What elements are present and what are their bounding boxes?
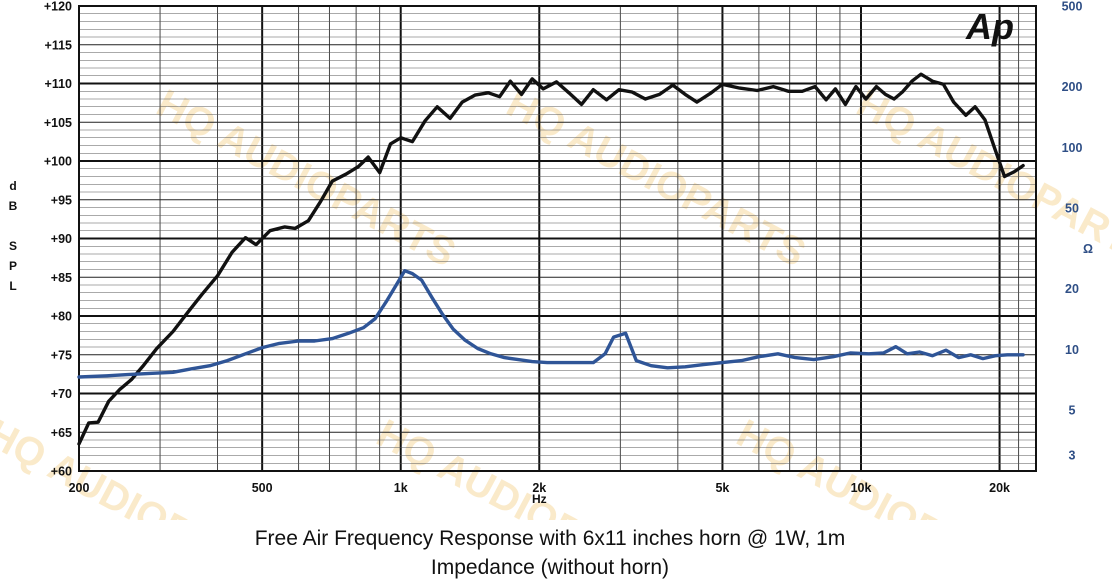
x-axis-label: Hz xyxy=(532,492,547,506)
x-tick-label: 5k xyxy=(715,481,729,495)
watermark-text: HQ AUDIOPARTS xyxy=(0,411,293,520)
watermark-text: HQ AUDIOPARTS xyxy=(370,411,683,520)
left-axis-tick-labels: +120 +115 +110 +105 +100 +95 +90 +85 +80 +75 +70 +6… xyxy=(44,0,72,479)
spl-curve xyxy=(77,72,1025,446)
y-left-tick-label: +85 xyxy=(51,271,72,285)
watermark-text: HQ AUDIOPARTS xyxy=(850,81,1112,275)
x-tick-label: 500 xyxy=(252,481,273,495)
y-left-tick-label: +115 xyxy=(45,38,73,52)
y-right-tick-label: 50 xyxy=(1065,202,1079,216)
y-left-axis-label-letter: L xyxy=(9,279,16,293)
y-right-tick-label: 500 xyxy=(1062,0,1083,14)
y-left-axis-label-letter: S xyxy=(9,239,17,253)
watermark-text: HQ AUDIOPARTS xyxy=(730,411,1043,520)
x-tick-label: 1k xyxy=(394,481,408,495)
watermark-text: HQ AUDIOPARTS xyxy=(150,81,463,275)
y-left-tick-label: +70 xyxy=(51,387,72,401)
y-left-tick-label: +105 xyxy=(44,116,72,130)
frequency-response-chart: HQ AUDIOPARTS HQ AUDIOPARTS HQ AUDIOPARTSH… xyxy=(0,0,1112,520)
y-left-tick-label: +100 xyxy=(44,155,72,169)
y-left-axis-label-letter: B xyxy=(9,199,18,213)
axis-labels: Hz dB SPL Ω xyxy=(9,179,1093,506)
y-right-tick-label: 100 xyxy=(1062,141,1083,155)
y-left-tick-label: +65 xyxy=(51,426,72,440)
y-left-tick-label: +80 xyxy=(51,310,72,324)
y-right-tick-label: 200 xyxy=(1062,80,1083,94)
y-right-axis-label: Ω xyxy=(1083,242,1093,256)
y-left-tick-label: +75 xyxy=(51,348,72,362)
y-left-tick-label: +120 xyxy=(44,0,72,14)
x-axis-tick-labels: 200 500 1k 2k 5k 10k 20k xyxy=(69,481,1010,495)
y-left-tick-label: +90 xyxy=(51,232,72,246)
y-left-tick-label: +110 xyxy=(45,77,73,91)
ap-logo: Ap xyxy=(965,6,1014,47)
x-tick-label: 20k xyxy=(989,481,1010,495)
y-right-tick-label: 10 xyxy=(1065,343,1079,357)
y-right-tick-label: 3 xyxy=(1069,448,1076,462)
right-axis-tick-labels: 500 200 100 50 20 10 5 3 xyxy=(1062,0,1083,462)
y-left-axis-label-letter: P xyxy=(9,259,17,273)
y-right-tick-label: 20 xyxy=(1065,282,1079,296)
y-right-tick-label: 5 xyxy=(1069,404,1076,418)
x-tick-label: 10k xyxy=(851,481,872,495)
chart-caption-sub: Impedance (without horn) xyxy=(430,556,670,579)
chart-caption-main: Free Air Frequency Response with 6x11 in… xyxy=(254,527,846,550)
chart-grid xyxy=(78,5,1037,472)
impedance-curve xyxy=(77,269,1025,379)
x-tick-label: 2k xyxy=(532,481,546,495)
x-tick-label: 200 xyxy=(69,481,90,495)
chart-series xyxy=(77,72,1025,446)
y-left-tick-label: +95 xyxy=(51,193,72,207)
y-left-tick-label: +60 xyxy=(51,465,72,479)
y-left-axis-label-letter: d xyxy=(9,179,16,193)
watermark-text: HQ AUDIOPARTS xyxy=(500,81,813,275)
plot-frame xyxy=(78,5,1037,472)
